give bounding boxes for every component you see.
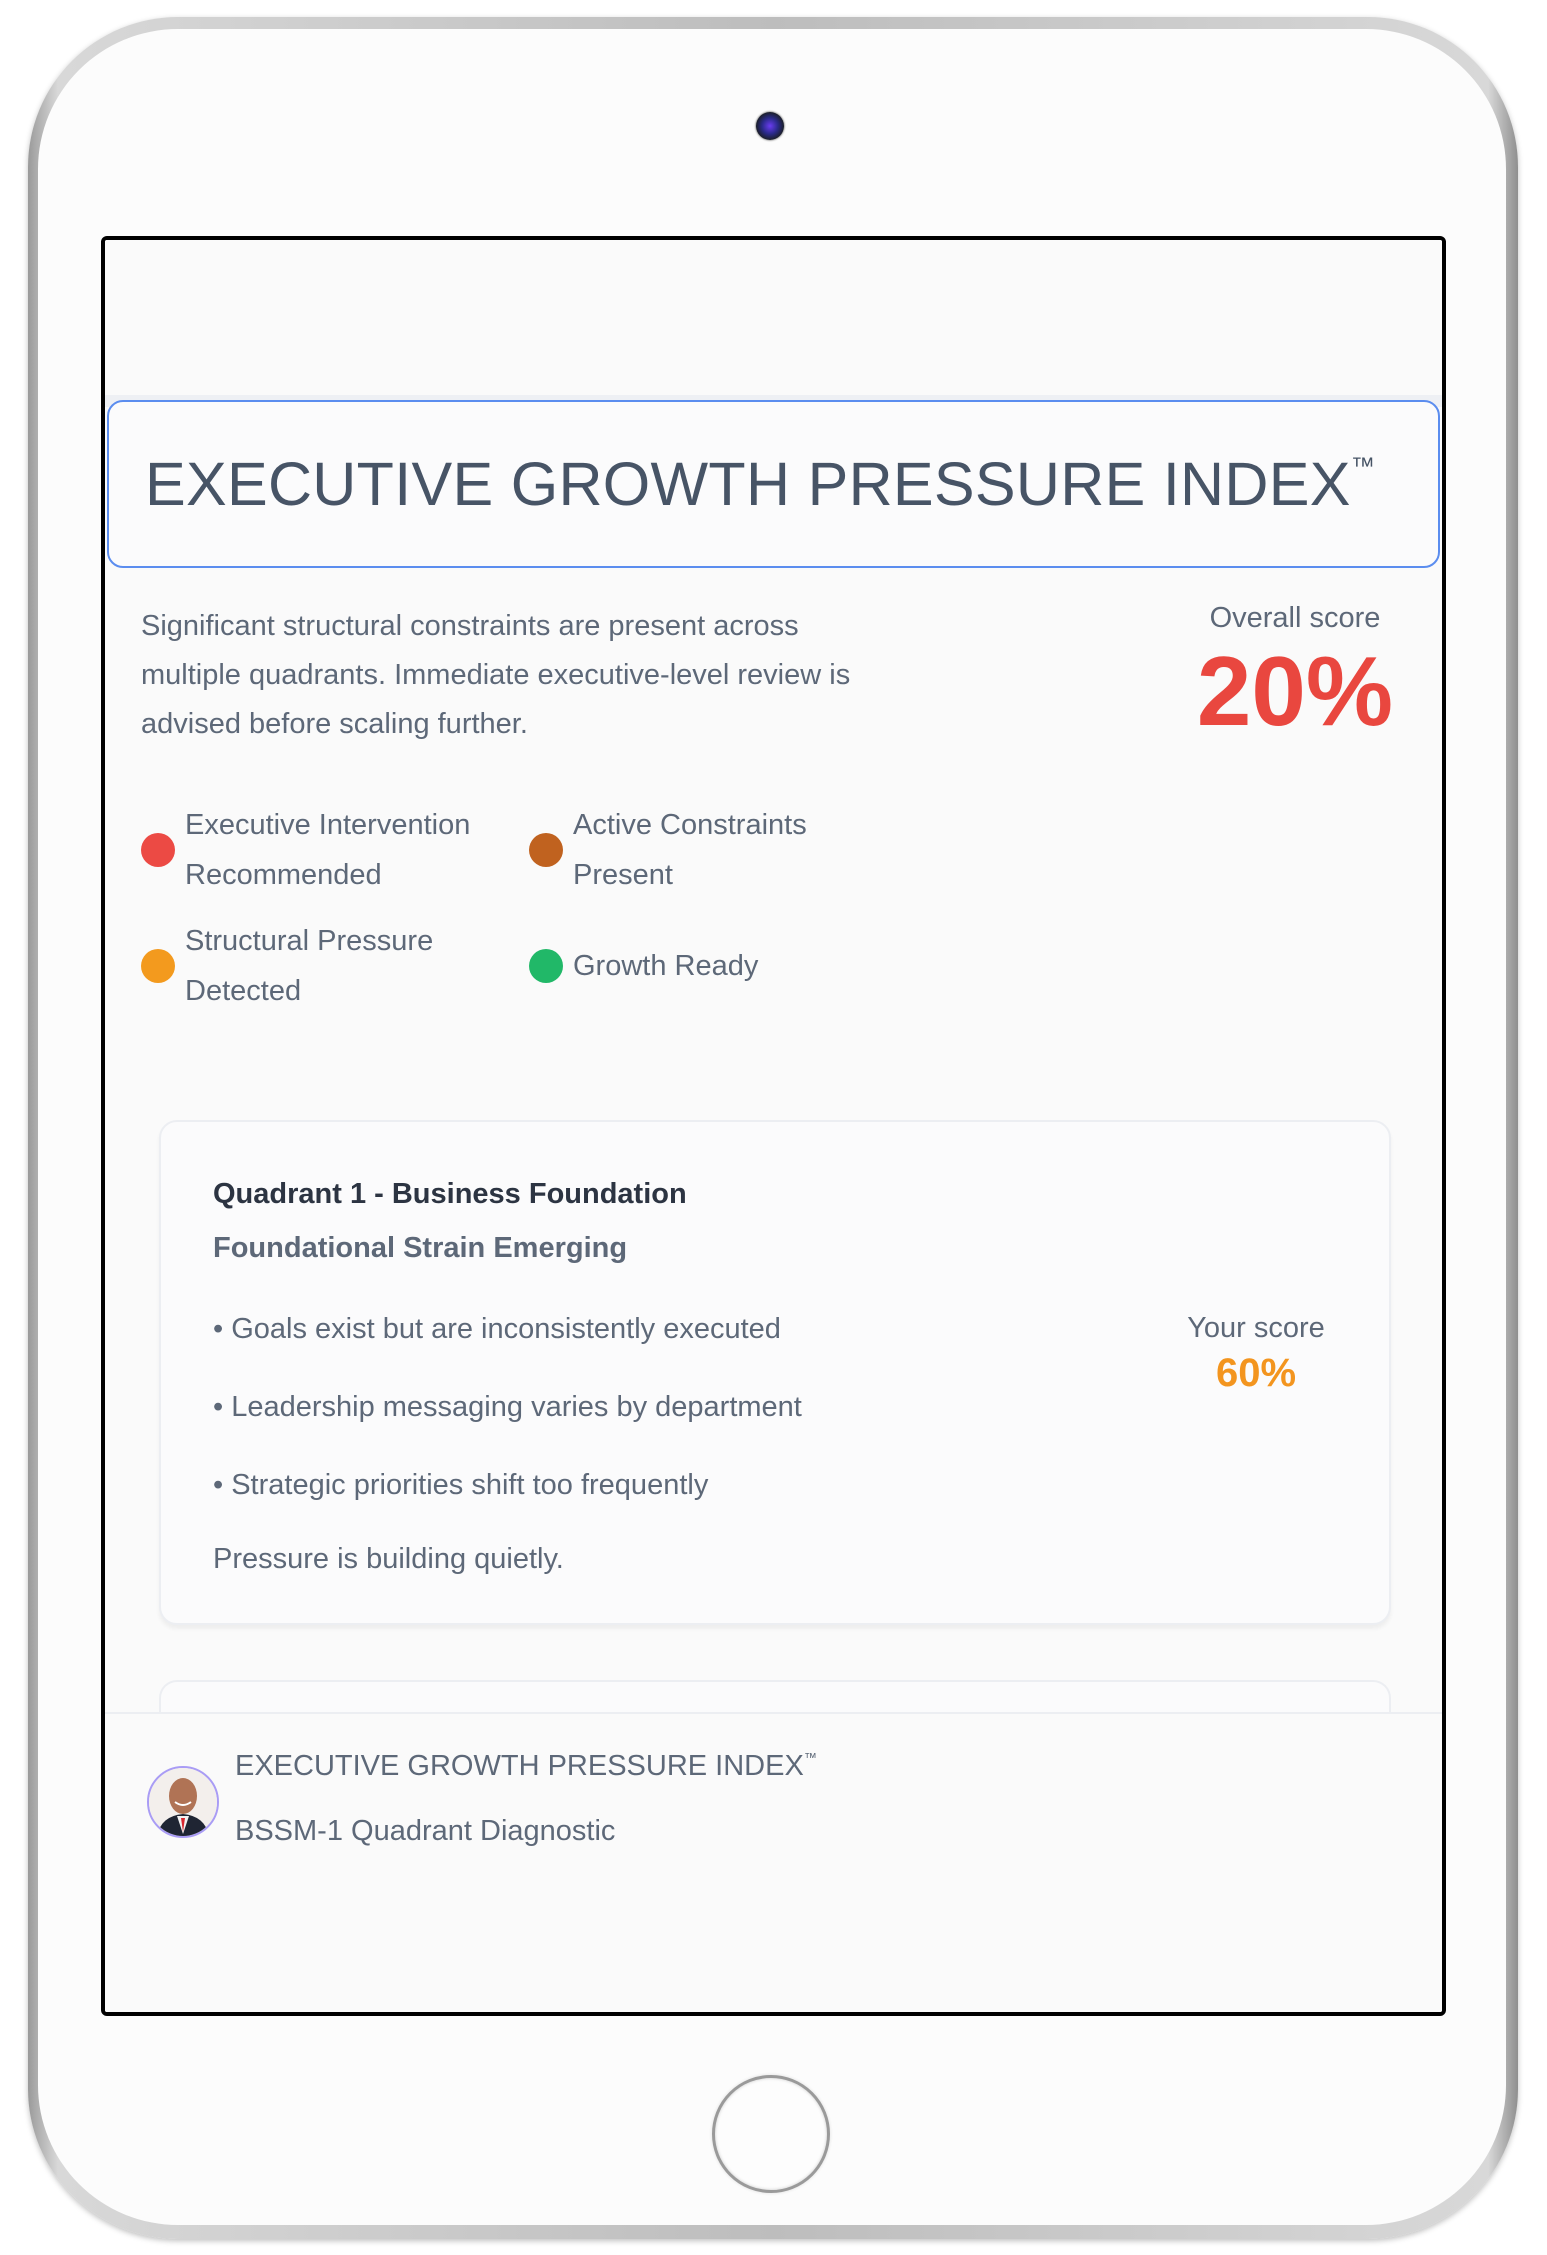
quadrant-status: Foundational Strain Emerging xyxy=(213,1232,628,1264)
overall-score-label: Overall score xyxy=(1209,602,1381,634)
page-title-text: EXECUTIVE GROWTH PRESSURE INDEX xyxy=(145,450,1351,518)
legend-label: Active Constraints Present xyxy=(573,809,807,891)
footer-subtitle: BSSM-1 Quadrant Diagnostic xyxy=(235,1815,616,1847)
quadrant-score-value: 60% xyxy=(1215,1351,1297,1395)
quadrant-note: Pressure is building quietly. xyxy=(213,1543,564,1575)
orange-dot-icon xyxy=(141,949,175,983)
title-card: EXECUTIVE GROWTH PRESSURE INDEX™ xyxy=(107,400,1440,568)
trademark-symbol: ™ xyxy=(803,1750,817,1765)
legend: Executive Intervention Recommended Activ… xyxy=(141,800,921,1016)
avatar-portrait-icon xyxy=(149,1768,217,1836)
legend-item-structural-pressure: Structural Pressure Detected xyxy=(141,916,529,1016)
legend-label: Structural Pressure Detected xyxy=(185,925,434,1007)
footer: EXECUTIVE GROWTH PRESSURE INDEX™ BSSM-1 … xyxy=(105,1712,1442,2012)
legend-label: Executive Intervention Recommended xyxy=(185,809,471,891)
brown-dot-icon xyxy=(529,833,563,867)
trademark-symbol: ™ xyxy=(1350,453,1376,480)
overall-score-value: 20% xyxy=(1196,636,1394,746)
green-dot-icon xyxy=(529,949,563,983)
top-bar xyxy=(105,240,1442,395)
screen: EXECUTIVE GROWTH PRESSURE INDEX™ Signifi… xyxy=(101,236,1446,2016)
summary-text: Significant structural constraints are p… xyxy=(141,610,851,740)
quadrant-card: Quadrant 1 - Business Foundation Foundat… xyxy=(159,1120,1391,1625)
legend-item-growth-ready: Growth Ready xyxy=(529,916,921,1016)
overall-score: Overall score 20% xyxy=(1185,602,1405,745)
bullet-item: • Strategic priorities shift too frequen… xyxy=(213,1469,709,1501)
legend-item-executive-intervention: Executive Intervention Recommended xyxy=(141,800,529,900)
bullet-item: • Goals exist but are inconsistently exe… xyxy=(213,1313,781,1345)
footer-title: EXECUTIVE GROWTH PRESSURE INDEX™ xyxy=(235,1750,817,1783)
footer-title-text: EXECUTIVE GROWTH PRESSURE INDEX xyxy=(235,1750,804,1782)
quadrant-title: Quadrant 1 - Business Foundation xyxy=(213,1178,687,1210)
legend-item-active-constraints: Active Constraints Present xyxy=(529,800,921,900)
avatar-icon xyxy=(147,1766,219,1838)
legend-label: Growth Ready xyxy=(573,950,759,982)
red-dot-icon xyxy=(141,833,175,867)
home-button[interactable] xyxy=(712,2075,830,2193)
quadrant-bullets: • Goals exist but are inconsistently exe… xyxy=(213,1290,802,1524)
bullet-item: • Leadership messaging varies by departm… xyxy=(213,1391,802,1423)
page-title: EXECUTIVE GROWTH PRESSURE INDEX™ xyxy=(145,449,1375,519)
quadrant-score: Your score 60% xyxy=(1171,1312,1341,1396)
camera-icon xyxy=(756,112,784,140)
quadrant-score-label: Your score xyxy=(1187,1312,1325,1344)
